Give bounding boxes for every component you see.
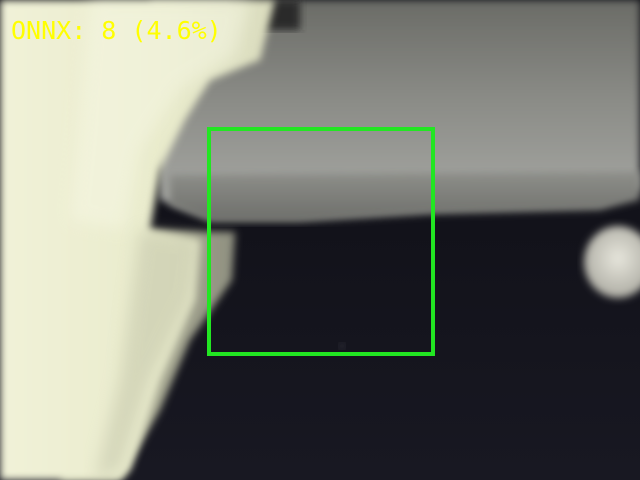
onnx-prediction-label: ONNX: 8 (4.6%) (11, 16, 222, 45)
detection-bounding-box (207, 127, 435, 356)
